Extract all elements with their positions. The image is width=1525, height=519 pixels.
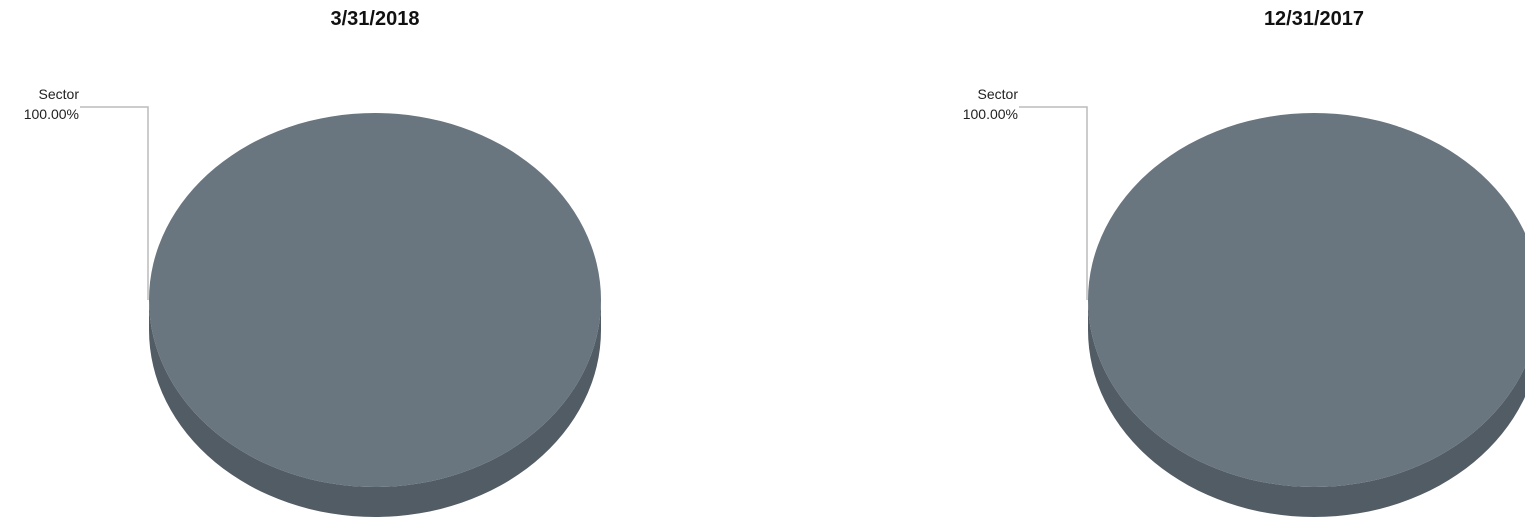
pie-chart-2-svg	[1019, 106, 1525, 517]
pie-slice-side	[149, 300, 601, 517]
slice-label-name: Sector	[977, 86, 1018, 102]
leader-line	[1019, 106, 1088, 300]
pie-chart-2: 12/31/2017 Sector 100.00%	[939, 0, 1525, 519]
chart-title: 12/31/2017	[1263, 8, 1365, 30]
pie-chart-1-svg	[80, 106, 601, 517]
chart-title: 3/31/2018	[330, 8, 420, 30]
slice-label-percent: 100.00%	[962, 106, 1018, 122]
slice-label: Sector 100.00%	[928, 84, 1018, 124]
pie-slice-sector[interactable]	[1088, 113, 1525, 487]
leader-line	[80, 106, 149, 300]
slice-label-name: Sector	[38, 86, 79, 102]
slice-label: Sector 100.00%	[0, 84, 79, 124]
pie-slice-sector[interactable]	[149, 113, 601, 487]
pie-slice-side	[1088, 300, 1525, 517]
pie-chart-1: 3/31/2018 Sector 100.00%	[0, 0, 760, 519]
slice-label-percent: 100.00%	[23, 106, 79, 122]
